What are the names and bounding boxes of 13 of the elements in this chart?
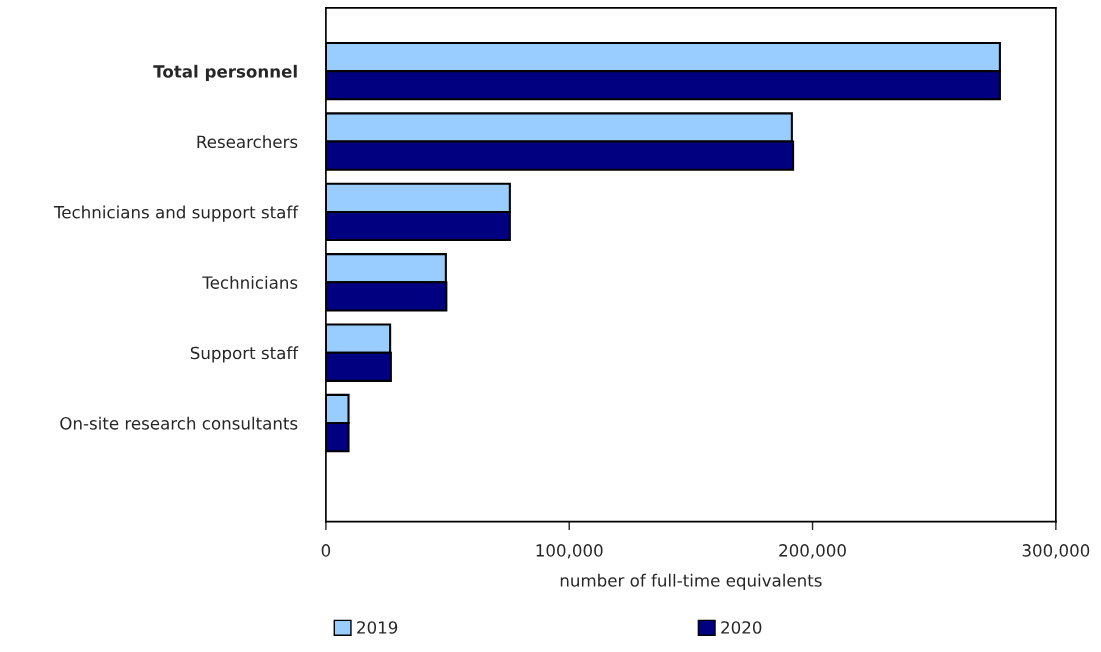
y-tick-label: Technicians xyxy=(202,275,298,289)
y-tick-label: Total personnel xyxy=(153,64,297,81)
x-tick-label: 200,000 xyxy=(779,544,846,559)
y-tick-label: On-site research consultants xyxy=(60,416,298,430)
x-tick-label: 300,000 xyxy=(1022,544,1090,559)
y-tick-label: Researchers xyxy=(197,135,298,149)
y-tick-label: Support staff xyxy=(190,346,299,363)
y-tick-label: Technicians and support staff xyxy=(53,205,299,222)
x-axis-title: number of full-time equivalents xyxy=(560,573,822,590)
x-tick-label: 0 xyxy=(321,544,331,557)
x-tick-label: 100,000 xyxy=(536,544,603,559)
legend-label: 2020 xyxy=(721,621,762,634)
legend-label: 2019 xyxy=(357,621,398,634)
